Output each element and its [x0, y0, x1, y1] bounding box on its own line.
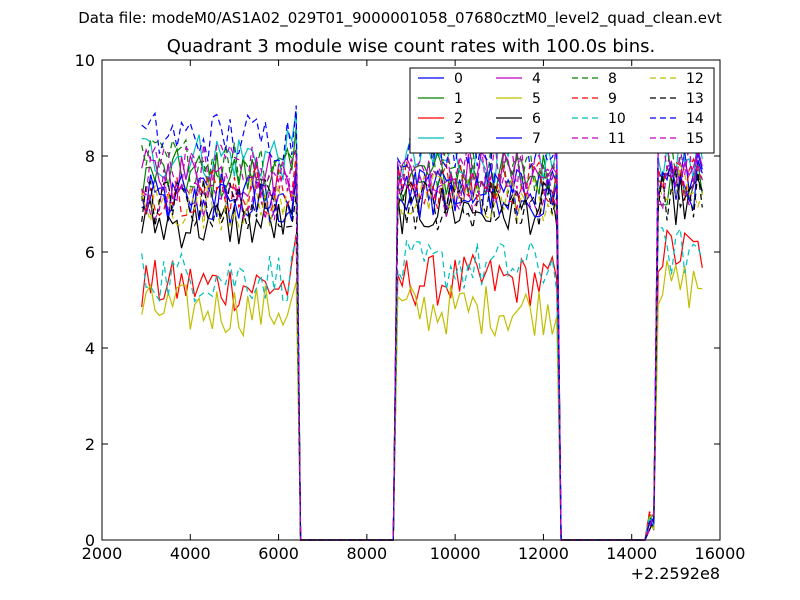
x-tick-label: 8000 [346, 544, 387, 563]
y-tick-label: 2 [85, 435, 95, 454]
legend-label-8: 8 [608, 71, 617, 87]
y-tick-label: 0 [85, 531, 95, 550]
series-line-2 [141, 228, 703, 541]
x-tick-label: 6000 [258, 544, 299, 563]
legend-label-5: 5 [532, 91, 541, 107]
legend-label-6: 6 [532, 111, 541, 127]
legend-label-1: 1 [454, 91, 463, 107]
legend-label-13: 13 [686, 91, 704, 107]
legend-label-12: 12 [686, 71, 704, 87]
x-offset-label: +2.2592e8 [631, 564, 720, 583]
series-line-13 [141, 169, 703, 541]
series-line-8 [141, 137, 703, 541]
y-tick-label: 10 [75, 51, 95, 70]
series-line-15 [141, 139, 703, 541]
legend-label-15: 15 [686, 131, 704, 147]
series-line-12 [141, 163, 703, 541]
y-tick-label: 8 [85, 147, 95, 166]
x-tick-label: 16000 [695, 544, 746, 563]
axes-frame [101, 59, 721, 541]
y-tick-label: 6 [85, 243, 95, 262]
x-tick-label: 2000 [82, 544, 123, 563]
x-tick-label: 12000 [518, 544, 569, 563]
legend-label-0: 0 [454, 71, 463, 87]
legend-label-11: 11 [608, 131, 626, 147]
legend-label-7: 7 [532, 131, 541, 147]
legend-label-3: 3 [454, 131, 463, 147]
legend-label-4: 4 [532, 71, 541, 87]
series-line-10 [141, 226, 703, 541]
x-tick-label: 14000 [606, 544, 657, 563]
legend-label-9: 9 [608, 91, 617, 107]
series-line-11 [141, 161, 703, 541]
x-tick-label: 10000 [430, 544, 481, 563]
series-line-3 [141, 111, 703, 541]
series-line-7 [141, 159, 703, 541]
legend-label-2: 2 [454, 111, 463, 127]
y-tick-label: 4 [85, 339, 95, 358]
ticks: 2000 4000 6000 8000 10000 12000 14000 16000 0 2 4 6… [75, 51, 746, 563]
series-line-6 [141, 172, 703, 541]
plot-lines [141, 99, 703, 541]
chart-title: Quadrant 3 module wise count rates with … [166, 36, 656, 57]
legend-label-14: 14 [686, 111, 704, 127]
legend-box [409, 67, 715, 154]
x-tick-label: 4000 [170, 544, 211, 563]
suptitle: Data file: modeM0/AS1A02_029T01_90000010… [78, 9, 722, 27]
legend-label-10: 10 [608, 111, 626, 127]
